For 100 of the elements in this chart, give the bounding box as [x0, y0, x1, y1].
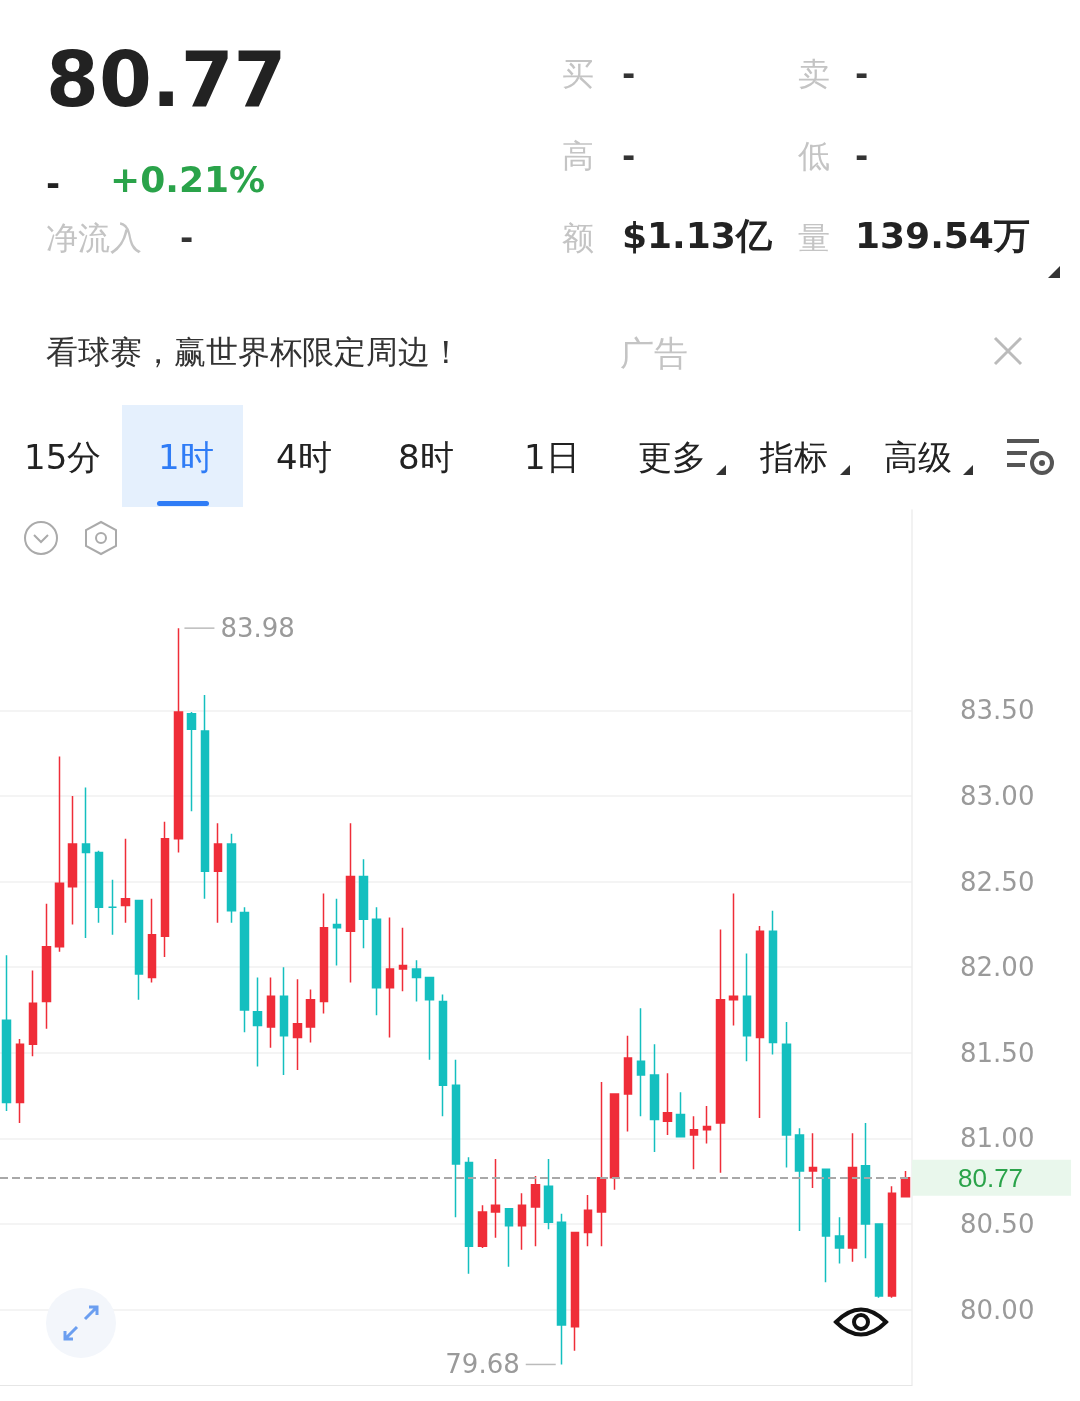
candlestick	[41, 903, 52, 1030]
y-tick-label: 83.50	[960, 695, 1035, 726]
candlestick	[504, 1207, 514, 1268]
candlestick	[319, 892, 329, 1015]
candlestick	[411, 959, 422, 1003]
text: 净流入	[46, 219, 142, 257]
candlestick	[794, 1127, 805, 1232]
candlestick	[834, 1216, 845, 1265]
candlestick	[874, 1223, 884, 1299]
candlestick	[239, 906, 250, 1034]
candlestick	[517, 1192, 527, 1251]
candlestick	[887, 1185, 897, 1299]
candlestick	[808, 1132, 818, 1189]
candlestick	[438, 993, 448, 1117]
candlestick	[609, 1093, 620, 1191]
candlestick	[120, 838, 131, 924]
y-tick-label: 83.00	[960, 780, 1035, 811]
candlestick	[147, 897, 157, 984]
candlestick	[662, 1072, 673, 1136]
text: 低	[798, 137, 830, 175]
candlestick	[702, 1105, 712, 1145]
candlestick	[160, 820, 170, 958]
candlestick	[332, 897, 342, 967]
candlestick	[847, 1132, 858, 1263]
text: 看球赛，赢世界杯限定周边！	[46, 333, 462, 371]
text: 更多	[638, 437, 706, 477]
candlestick	[28, 969, 38, 1057]
candlestick	[94, 850, 104, 924]
candlestick	[54, 755, 65, 953]
candlestick	[15, 1038, 25, 1124]
y-tick-label: 82.00	[960, 952, 1035, 983]
candlestick	[781, 1021, 792, 1169]
candlestick	[67, 795, 78, 926]
annotation: 79.68	[445, 1349, 520, 1380]
candlestick	[371, 906, 382, 1016]
text: +0.21%	[110, 159, 266, 200]
candlestick	[490, 1158, 501, 1239]
text: 广告	[620, 333, 688, 373]
candlestick	[742, 952, 752, 1063]
ref-line-label: 80.77	[958, 1162, 1024, 1193]
text: -	[622, 55, 636, 93]
candlestick	[134, 899, 144, 1001]
y-tick-label: 82.50	[960, 866, 1035, 897]
candlestick	[821, 1168, 831, 1284]
text: 1日	[524, 437, 580, 477]
candlestick	[398, 927, 408, 992]
candlestick	[385, 916, 395, 1039]
text: $1.13亿	[622, 215, 772, 256]
text: 买	[562, 55, 594, 93]
candlestick	[583, 1194, 593, 1248]
candlestick	[623, 1034, 633, 1133]
text: 139.54万	[855, 215, 1030, 256]
text: -	[180, 219, 194, 257]
candlestick	[530, 1175, 541, 1248]
candlestick	[543, 1158, 554, 1230]
text: 量	[798, 219, 830, 257]
candlestick	[81, 786, 91, 939]
y-tick-label: 81.00	[960, 1123, 1035, 1154]
candlestick	[768, 909, 778, 1056]
candlestick	[173, 627, 184, 854]
candlestick	[292, 978, 303, 1071]
candlestick	[477, 1204, 488, 1249]
text: 15分	[24, 437, 102, 477]
candlestick	[252, 976, 263, 1068]
candlestick	[860, 1122, 871, 1260]
candlestick	[266, 976, 276, 1049]
candlestick	[305, 988, 316, 1044]
candlestick	[556, 1213, 567, 1366]
text: 8时	[398, 437, 454, 477]
y-tick-label: 81.50	[960, 1037, 1035, 1068]
candlestick	[596, 1081, 607, 1248]
text: -	[46, 163, 61, 203]
candlestick	[689, 1115, 699, 1170]
candlestick	[226, 832, 237, 924]
candlestick	[358, 858, 369, 950]
text: 80.77	[46, 35, 287, 124]
y-tick-label: 80.50	[960, 1209, 1035, 1240]
candlestick	[200, 694, 210, 900]
candlestick	[755, 925, 765, 1119]
candlestick	[279, 966, 289, 1076]
text: -	[622, 137, 636, 175]
text: 高级	[884, 437, 952, 477]
text: 卖	[798, 55, 830, 93]
text: 1时	[158, 437, 214, 477]
text: 额	[562, 219, 594, 257]
candlestick	[1, 954, 12, 1112]
annotation: 83.98	[220, 613, 295, 644]
candlestick	[186, 711, 197, 813]
candlestick	[464, 1156, 474, 1275]
candlestick	[424, 976, 435, 1061]
candlestick	[649, 1043, 660, 1153]
candlestick	[715, 928, 726, 1174]
candlestick	[636, 1007, 646, 1117]
candlestick	[451, 1058, 461, 1218]
candlestick	[213, 822, 223, 924]
y-tick-label: 80.00	[960, 1294, 1035, 1325]
candlestick	[570, 1231, 580, 1352]
candlestick	[107, 879, 118, 936]
candlestick	[675, 1091, 686, 1138]
candlestick	[728, 892, 739, 1027]
